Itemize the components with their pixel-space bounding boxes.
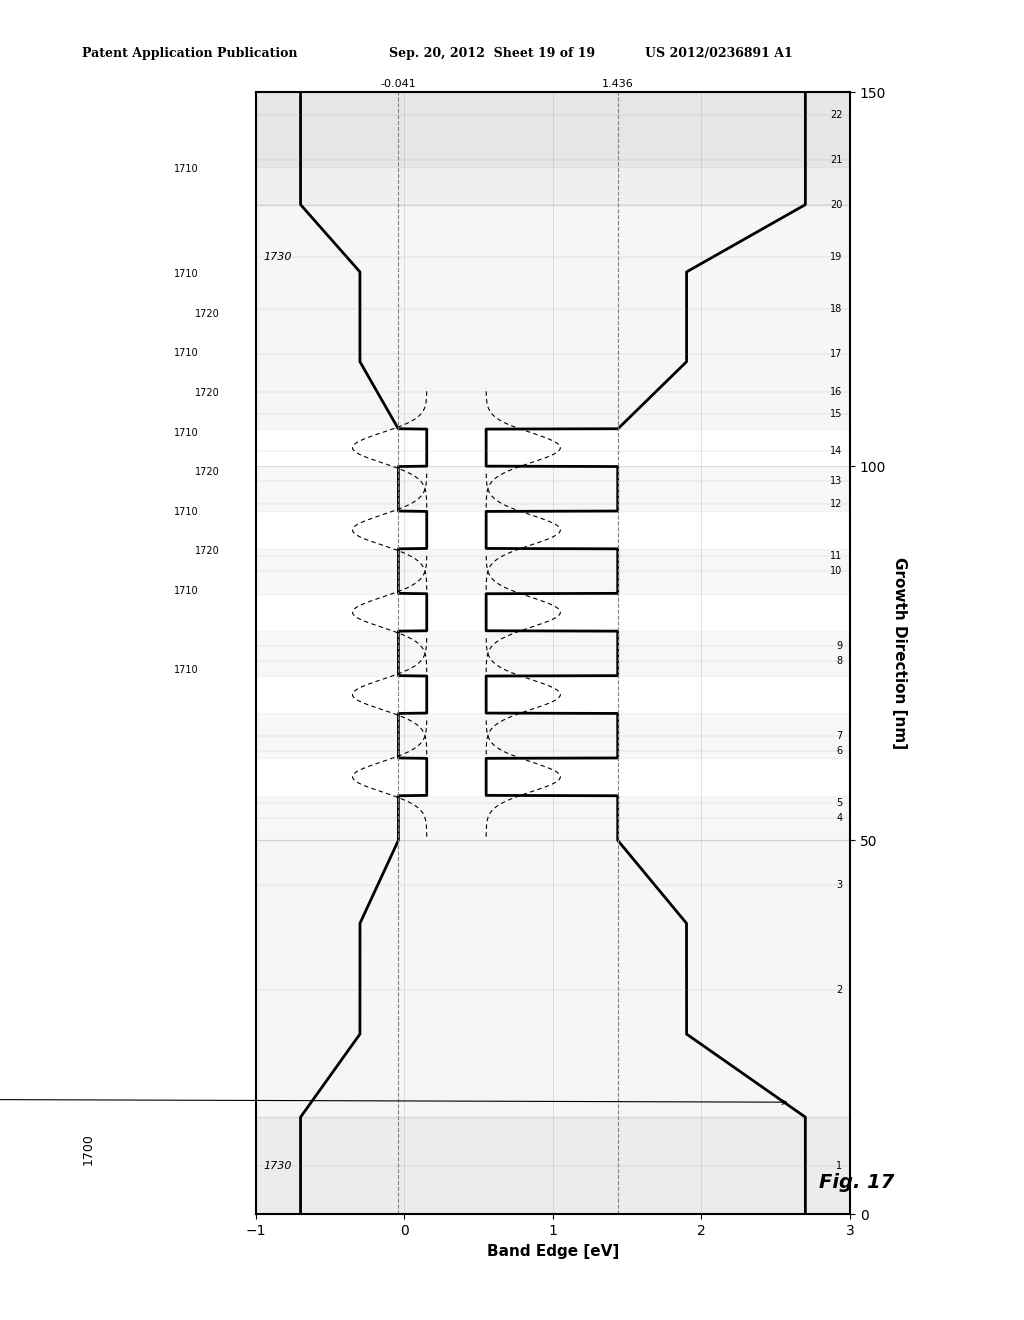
Text: 1710: 1710 <box>174 665 199 676</box>
Text: 11: 11 <box>830 552 843 561</box>
Text: 1: 1 <box>837 1160 843 1171</box>
Text: 12: 12 <box>830 499 843 508</box>
Text: 1.436: 1.436 <box>602 79 634 88</box>
Bar <box>256 1117 850 1214</box>
Bar <box>256 92 850 205</box>
Text: 1730: 1730 <box>263 1160 292 1171</box>
Text: 1710: 1710 <box>174 164 199 174</box>
Text: 4: 4 <box>837 813 843 822</box>
Text: 1720: 1720 <box>195 388 219 399</box>
Bar <box>256 92 850 168</box>
Text: 9: 9 <box>837 642 843 651</box>
Text: 21: 21 <box>830 154 843 165</box>
Bar <box>256 631 850 676</box>
Bar <box>256 841 850 1117</box>
Text: 1720: 1720 <box>195 546 219 557</box>
Text: 17: 17 <box>830 350 843 359</box>
Text: 1700: 1700 <box>82 1133 95 1164</box>
Text: Sep. 20, 2012  Sheet 19 of 19: Sep. 20, 2012 Sheet 19 of 19 <box>389 46 595 59</box>
Text: 1710: 1710 <box>174 269 199 280</box>
Bar <box>256 796 850 841</box>
Text: 6: 6 <box>837 746 843 755</box>
Text: 1720: 1720 <box>195 467 219 478</box>
Text: Fig. 17: Fig. 17 <box>819 1173 895 1192</box>
Text: 1730: 1730 <box>263 252 292 261</box>
Text: 1710: 1710 <box>174 507 199 517</box>
Text: 5: 5 <box>837 799 843 808</box>
Text: 7: 7 <box>837 731 843 741</box>
Text: 13: 13 <box>830 477 843 486</box>
X-axis label: Band Edge [eV]: Band Edge [eV] <box>486 1243 620 1259</box>
Text: 10: 10 <box>830 566 843 576</box>
Text: 18: 18 <box>830 305 843 314</box>
Text: 1710: 1710 <box>0 1094 786 1105</box>
Bar <box>256 205 850 429</box>
Text: US 2012/0236891 A1: US 2012/0236891 A1 <box>645 46 793 59</box>
Text: 1720: 1720 <box>195 309 219 319</box>
Text: -0.041: -0.041 <box>381 79 417 88</box>
Bar <box>256 466 850 511</box>
Text: 1710: 1710 <box>174 586 199 597</box>
Y-axis label: Growth Direction [nm]: Growth Direction [nm] <box>892 557 907 750</box>
Bar <box>256 549 850 594</box>
Text: 8: 8 <box>837 656 843 665</box>
Text: 22: 22 <box>830 110 843 120</box>
Text: 16: 16 <box>830 387 843 396</box>
Text: 19: 19 <box>830 252 843 261</box>
Text: 14: 14 <box>830 446 843 457</box>
Text: 1710: 1710 <box>174 348 199 359</box>
Text: 15: 15 <box>830 409 843 418</box>
Bar <box>256 713 850 758</box>
Text: 20: 20 <box>830 199 843 210</box>
Text: 3: 3 <box>837 880 843 890</box>
Text: Patent Application Publication: Patent Application Publication <box>82 46 297 59</box>
Text: 2: 2 <box>837 985 843 995</box>
Text: 1710: 1710 <box>174 428 199 438</box>
